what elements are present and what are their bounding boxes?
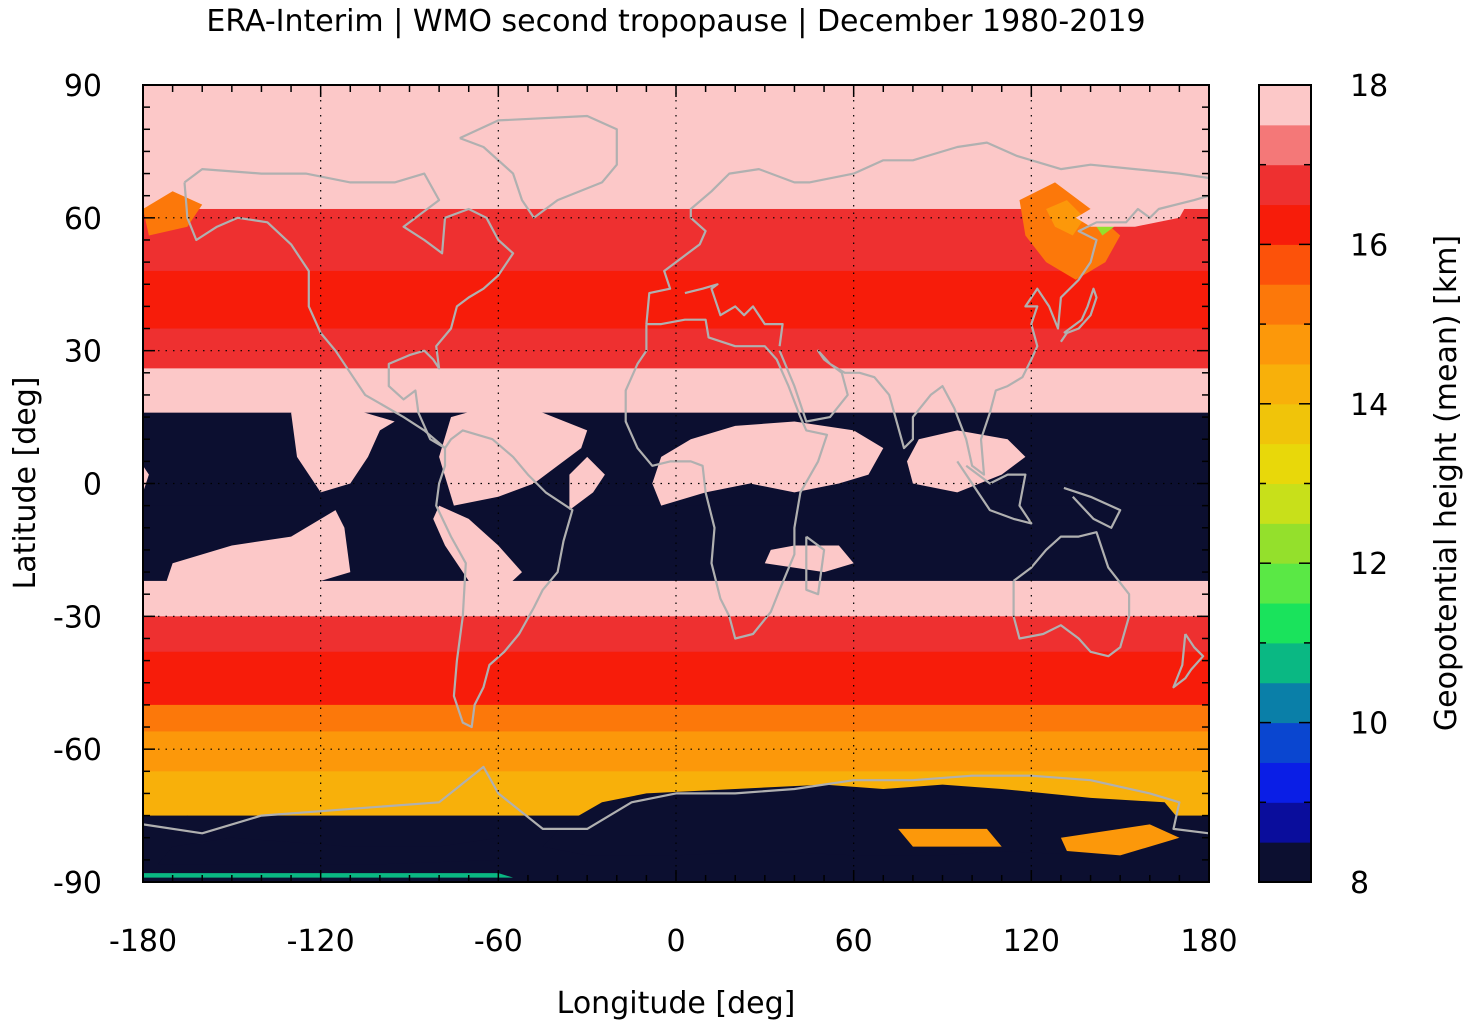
colorbar-swatch [1259, 762, 1311, 803]
colorbar [1259, 85, 1311, 883]
colorbar-swatch [1259, 682, 1311, 724]
x-tick-label: 60 [835, 924, 873, 959]
colorbar-swatch [1259, 403, 1311, 445]
patch-peru [433, 505, 522, 595]
patch-madagascar [764, 545, 854, 573]
colorbar-swatch [1259, 483, 1311, 524]
colorbar-label: Geopotential height (mean) [km] [1429, 235, 1464, 731]
colorbar-tick-labels: 8 10 12 14 16 18 [1350, 69, 1388, 901]
colorbar-swatch [1259, 324, 1311, 365]
patch-indian [907, 430, 1026, 493]
colorbar-tick-label: 14 [1350, 388, 1388, 423]
patch-pole-teal [143, 873, 514, 878]
y-tick-label: 30 [64, 335, 102, 370]
coast-new-zealand [1172, 633, 1205, 689]
patch-antarctica-dark [542, 784, 1180, 856]
colorbar-swatch [1259, 85, 1311, 126]
y-tick-label: 0 [83, 468, 102, 503]
x-axis-label: Longitude [deg] [557, 986, 796, 1021]
chart-title: ERA-Interim | WMO second tropopause | De… [206, 4, 1145, 39]
patch-far-east-pink [1075, 182, 1195, 227]
coast-antarctica [143, 765, 1209, 835]
patch-rossrim-yellow [1060, 824, 1180, 856]
coast-new-guinea [1063, 486, 1122, 529]
colorbar-swatch [1259, 284, 1311, 325]
plot-area [143, 85, 1209, 882]
colorbar-swatch [1259, 204, 1311, 245]
colorbar-swatch [1259, 244, 1311, 285]
x-tick-labels: -180 -120 -60 0 60 120 180 [109, 924, 1238, 959]
coast-greenland [459, 114, 618, 219]
y-tick-label: 60 [64, 202, 102, 237]
colorbar-swatch [1259, 563, 1311, 604]
x-tick-label: 180 [1180, 924, 1237, 959]
x-tick-label: -120 [287, 924, 355, 959]
coast-mediterranean [684, 283, 784, 347]
colorbar-swatch [1259, 164, 1311, 206]
heat-band-11 [143, 704, 1209, 732]
heat-band-9 [143, 616, 1209, 653]
colorbar-ticks [1259, 84, 1311, 883]
patch-atlantic [569, 456, 605, 511]
colorbar-swatch [1259, 124, 1311, 166]
coast-americas [183, 168, 574, 729]
colorbar-swatch [1259, 642, 1311, 684]
coast-madagascar [805, 535, 826, 596]
axis-ticks [142, 84, 1210, 883]
colorbar-tick-label: 8 [1350, 866, 1369, 901]
colorbar-swatch [1259, 603, 1311, 644]
x-tick-label: -60 [474, 924, 523, 959]
colorbar-swatch [1259, 842, 1311, 883]
patch-siberia-yellow [1046, 200, 1085, 236]
coast-australia [1012, 531, 1131, 658]
coastlines [143, 114, 1209, 835]
patch-alaska-orange [143, 191, 203, 236]
patch-amery-yellow [898, 828, 1002, 847]
x-tick-label: -180 [109, 924, 177, 959]
coast-asia-south-east [778, 194, 1209, 476]
y-axis-label: Latitude [deg] [8, 377, 43, 590]
colorbar-swatch [1259, 802, 1311, 843]
colorbar-tick-label: 10 [1350, 707, 1388, 742]
patch-amazon [439, 403, 588, 506]
grid-lines [143, 85, 1209, 882]
coast-africa [624, 318, 829, 640]
colorbar-tick-label: 18 [1350, 69, 1388, 104]
patch-west-antarctica [157, 837, 499, 865]
patch-dateline [143, 465, 149, 493]
colorbar-swatch [1259, 523, 1311, 564]
y-tick-labels: 90 60 30 0 -30 -60 -90 [53, 69, 102, 901]
y-tick-label: -60 [53, 733, 102, 768]
y-tick-label: 90 [64, 69, 102, 104]
heat-band-5 [143, 368, 1209, 414]
colorbar-swatch [1259, 363, 1311, 405]
colorbar-swatch [1259, 722, 1311, 763]
x-tick-label: 120 [1003, 924, 1060, 959]
colorbar-tick-label: 16 [1350, 228, 1388, 263]
coast-eurasia-north [645, 141, 1209, 325]
coast-japan [1059, 287, 1098, 343]
colorbar-tick-label: 12 [1350, 547, 1388, 582]
y-tick-label: -30 [53, 600, 102, 635]
y-tick-label: -90 [53, 866, 102, 901]
patch-south-pacific [166, 510, 351, 590]
colorbar-swatch [1259, 443, 1311, 484]
x-tick-label: 0 [666, 924, 685, 959]
coast-indonesia [956, 460, 1033, 525]
patch-east-pacific [291, 403, 395, 493]
